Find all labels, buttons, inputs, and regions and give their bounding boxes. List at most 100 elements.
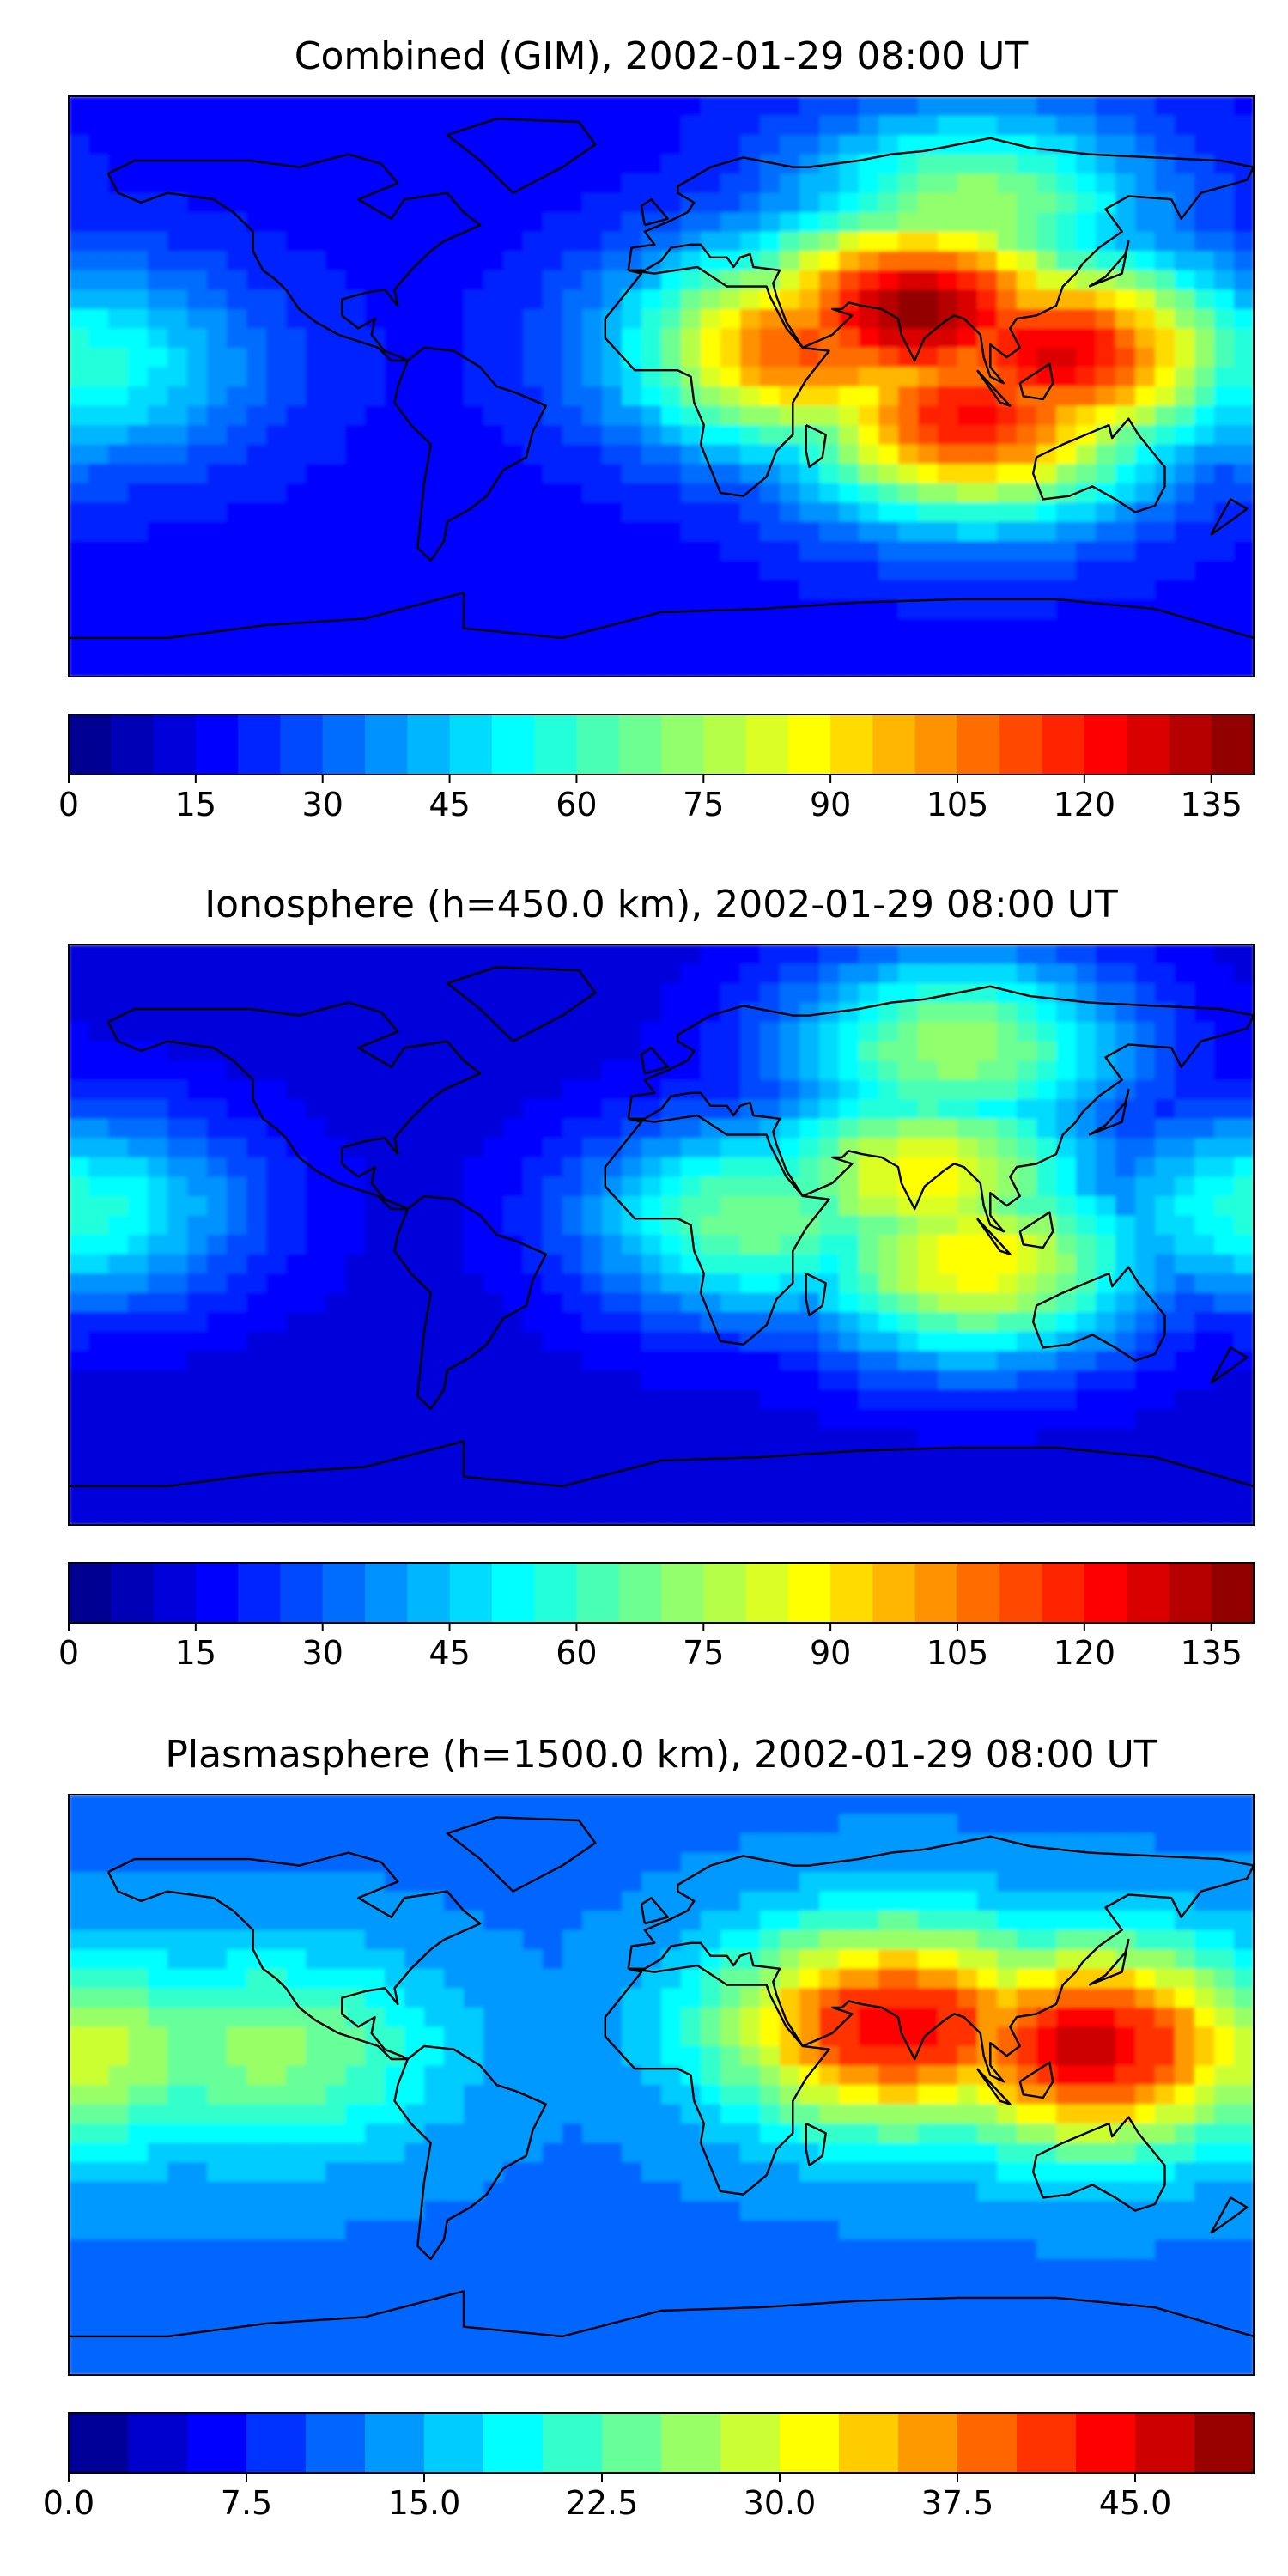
field-cell — [404, 1814, 425, 1834]
field-cell — [819, 1331, 840, 1352]
field-cell — [1076, 2085, 1097, 2105]
field-cell — [1036, 580, 1057, 600]
field-cell — [740, 1833, 761, 1854]
field-cell — [918, 1079, 939, 1101]
field-cell — [701, 1872, 721, 1893]
field-cell — [227, 598, 247, 620]
field-cell — [345, 2007, 366, 2028]
field-cell — [306, 1968, 326, 1990]
field-cell — [187, 541, 208, 562]
field-cell — [108, 2045, 129, 2067]
field-cell — [602, 541, 623, 562]
field-cell — [306, 1795, 326, 1815]
field-cell — [325, 1467, 346, 1487]
field-cell — [385, 1389, 405, 1410]
colorbar-segment — [999, 714, 1043, 775]
field-cell — [878, 1968, 899, 1990]
field-cell — [859, 502, 879, 523]
field-cell — [1056, 580, 1077, 600]
field-cell — [1135, 1331, 1156, 1352]
field-cell — [1214, 1331, 1235, 1352]
field-cell — [1056, 1988, 1077, 2008]
field-cell — [385, 1351, 405, 1371]
field-cell — [128, 405, 149, 426]
field-cell — [1194, 1408, 1215, 1430]
field-cell — [799, 444, 820, 465]
field-cell — [839, 1235, 860, 1255]
field-cell — [1017, 1428, 1037, 1449]
field-cell — [404, 637, 425, 659]
field-cell — [977, 231, 998, 252]
field-cell — [819, 2104, 840, 2124]
field-cell — [859, 2142, 879, 2163]
field-cell — [1115, 154, 1136, 174]
field-cell — [681, 1312, 702, 1333]
field-cell — [345, 173, 366, 194]
field-cell — [681, 2007, 702, 2028]
field-cell — [720, 192, 741, 213]
field-cell — [740, 2007, 761, 2028]
field-cell — [720, 945, 741, 965]
field-cell — [622, 308, 642, 330]
field-cell — [1175, 1485, 1195, 1507]
field-cell — [1234, 1795, 1254, 1815]
field-cell — [523, 2162, 544, 2183]
field-cell — [404, 1118, 425, 1139]
field-cell — [760, 2007, 781, 2028]
field-cell — [641, 1833, 662, 1854]
field-cell — [977, 618, 998, 639]
field-cell — [740, 1022, 761, 1042]
field-cell — [938, 1447, 958, 1468]
field-cell — [424, 657, 445, 677]
field-cell — [997, 425, 1018, 446]
field-cell — [1115, 135, 1136, 155]
field-cell — [839, 1795, 860, 1815]
field-cell — [562, 1273, 583, 1294]
field-cell — [483, 1254, 504, 1274]
field-cell — [424, 231, 445, 252]
field-cell — [88, 945, 109, 965]
field-cell — [878, 560, 899, 581]
field-cell — [1155, 1485, 1176, 1507]
field-cell — [1175, 598, 1195, 620]
field-cell — [602, 945, 623, 965]
field-cell — [385, 1968, 405, 1990]
field-cell — [918, 502, 939, 523]
field-cell — [543, 464, 563, 484]
field-cell — [602, 2162, 623, 2183]
field-cell — [780, 1195, 800, 1217]
field-cell — [799, 2104, 820, 2124]
field-cell — [661, 1273, 682, 1294]
field-cell — [306, 347, 326, 368]
field-cell — [464, 1505, 484, 1525]
field-cell — [661, 983, 682, 1004]
field-cell — [701, 963, 721, 984]
field-cell — [957, 135, 978, 155]
field-cell — [306, 1292, 326, 1313]
field-cell — [938, 1273, 958, 1294]
field-cell — [424, 328, 445, 349]
field-cell — [997, 1814, 1018, 1834]
field-cell — [780, 1891, 800, 1911]
field-cell — [69, 1988, 89, 2008]
field-cell — [1096, 1988, 1116, 2008]
field-cell — [918, 192, 939, 213]
field-cell — [1175, 289, 1195, 310]
field-cell — [977, 1911, 998, 1931]
field-cell — [246, 192, 267, 213]
field-cell — [1135, 963, 1156, 984]
field-cell — [1076, 1254, 1097, 1274]
field-cell — [780, 618, 800, 639]
field-cell — [148, 1467, 168, 1487]
field-cell — [1036, 483, 1057, 503]
field-cell — [701, 1968, 721, 1990]
field-cell — [1194, 367, 1215, 387]
field-cell — [128, 1041, 149, 1061]
field-cell — [878, 386, 899, 407]
field-cell — [1036, 2026, 1057, 2047]
field-cell — [1155, 580, 1176, 600]
field-cell — [187, 1331, 208, 1352]
field-cell — [819, 541, 840, 562]
field-cell — [543, 289, 563, 310]
field-cell — [1175, 1968, 1195, 1990]
